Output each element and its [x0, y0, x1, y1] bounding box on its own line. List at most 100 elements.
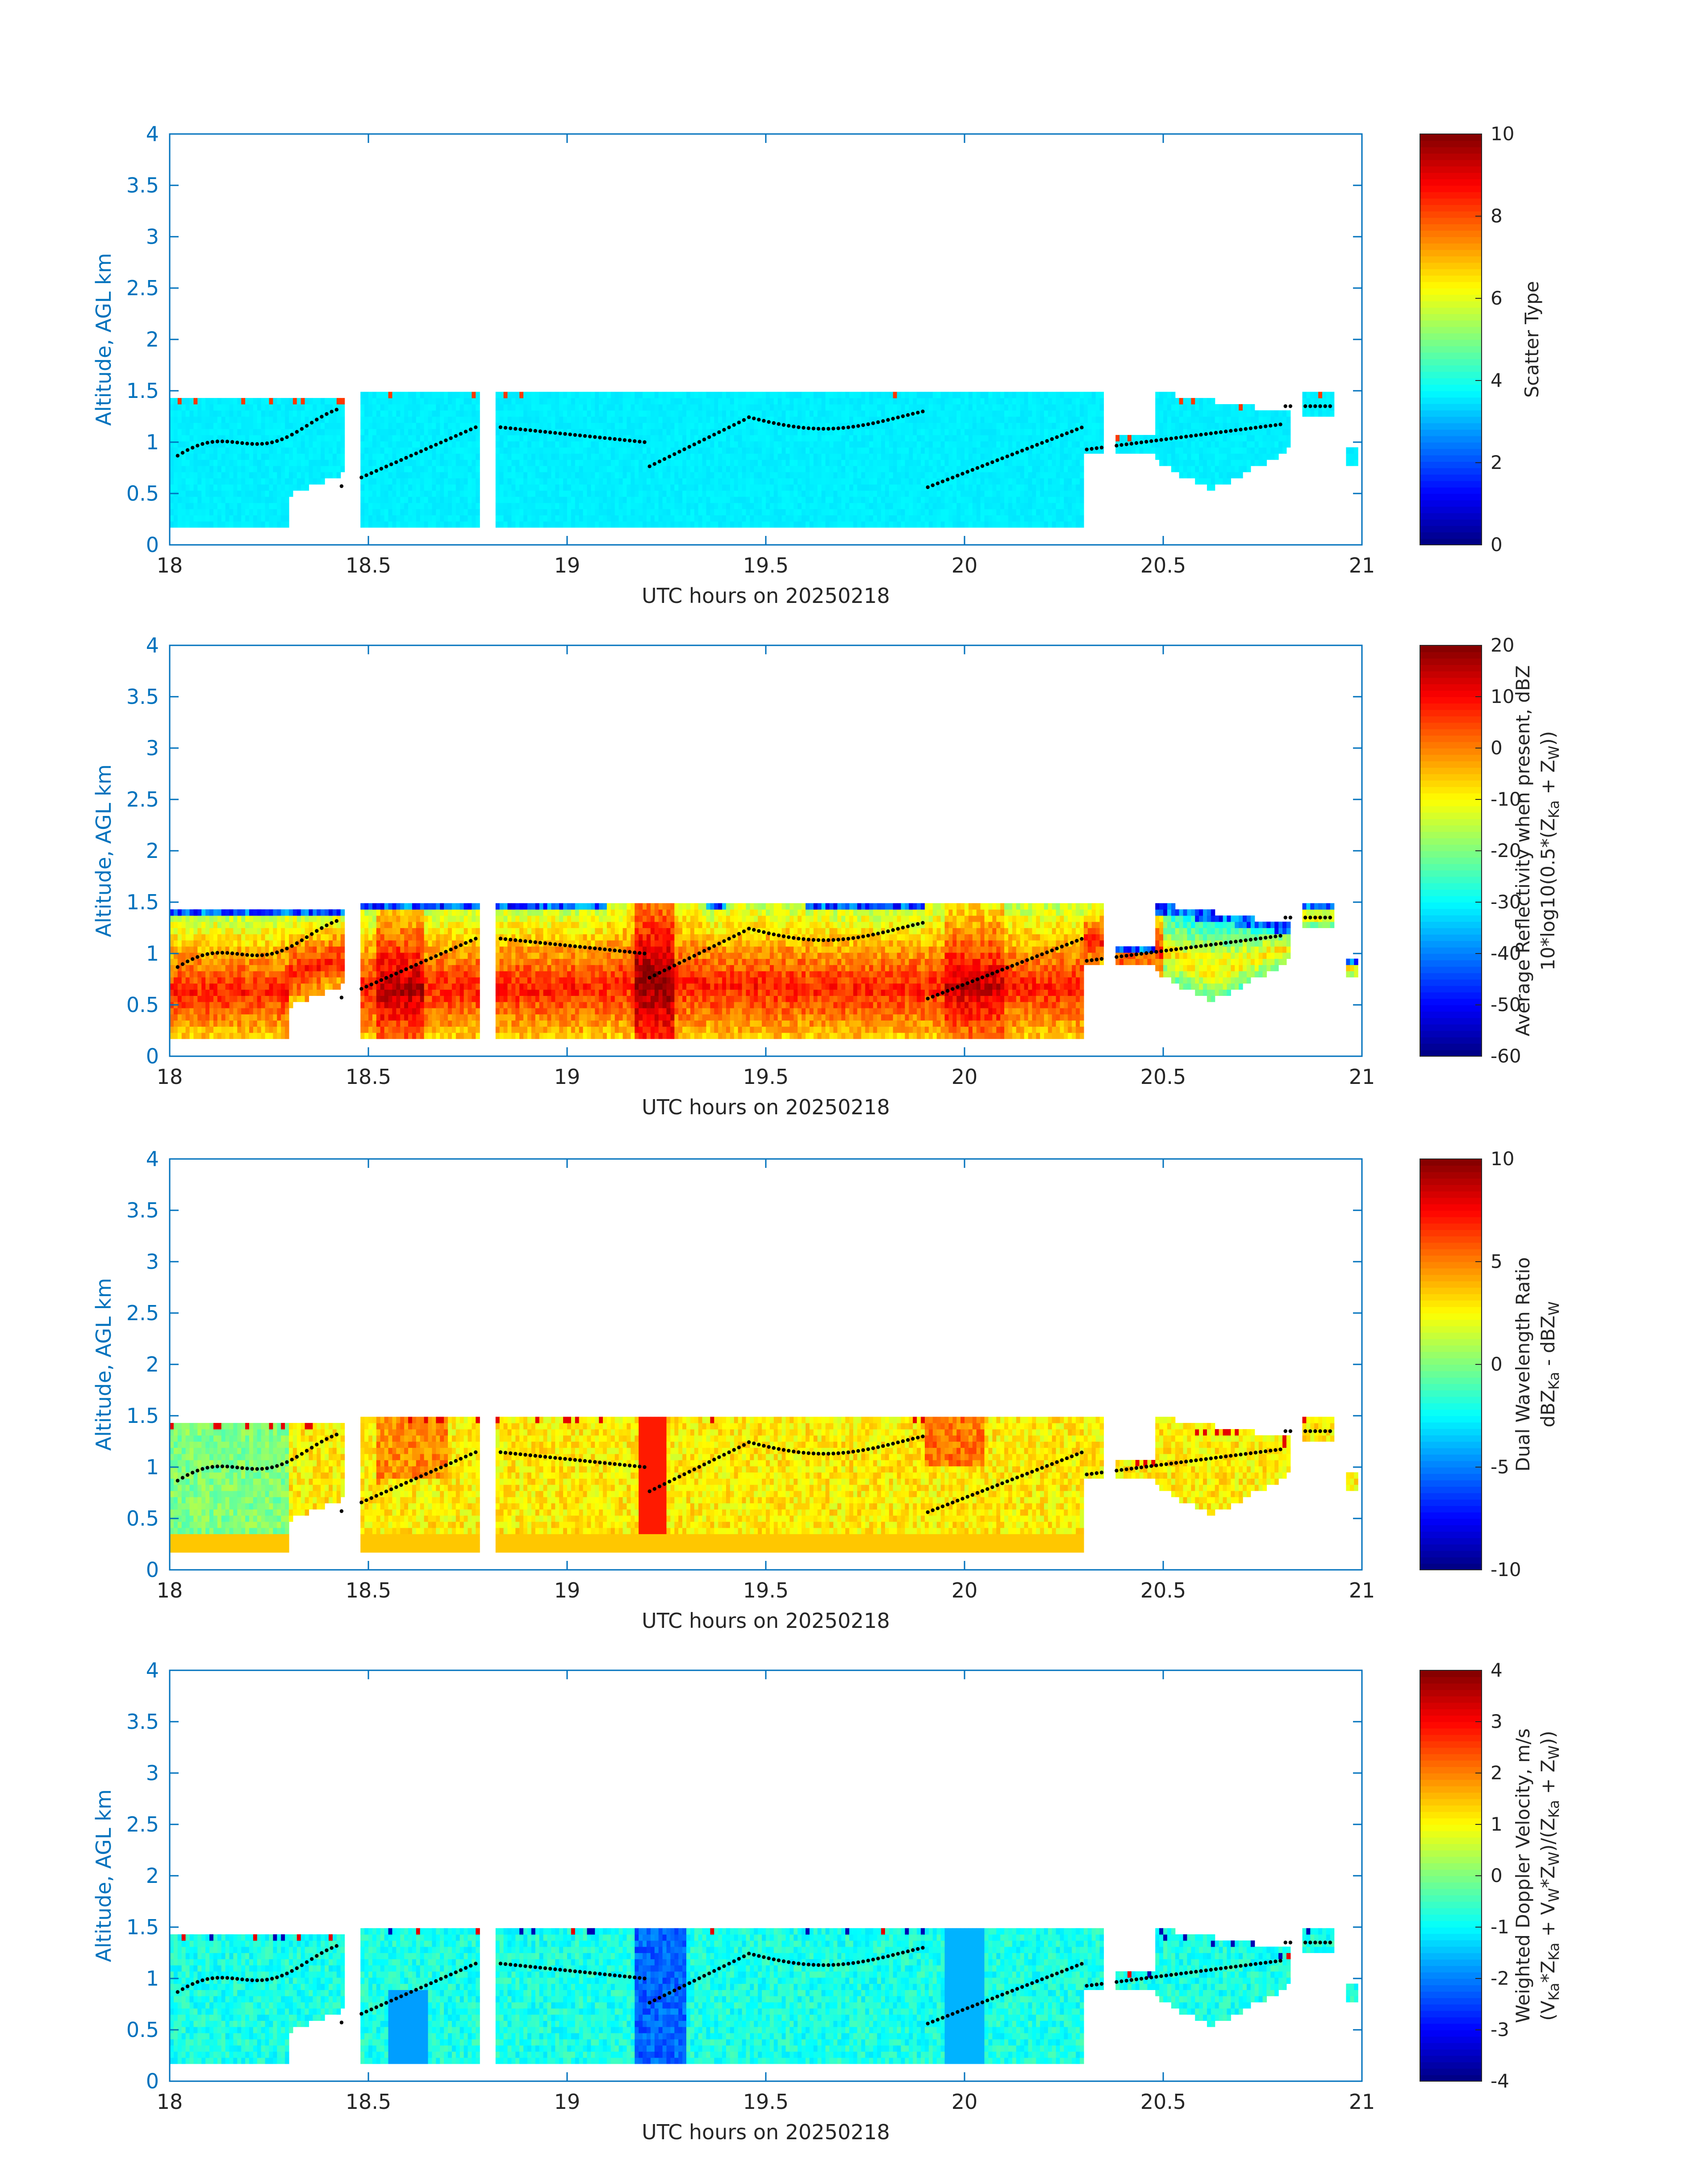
heatmap-cell	[257, 509, 262, 515]
heatmap-cell	[785, 447, 790, 454]
heatmap-cell	[618, 416, 623, 423]
heatmap-cell	[436, 472, 440, 479]
heatmap-cell	[1191, 447, 1195, 454]
heatmap-cell	[575, 484, 580, 491]
heatmap-cell	[686, 422, 691, 429]
heatmap-cell	[885, 398, 889, 405]
heatmap-cell	[865, 472, 869, 479]
heatmap-cell	[420, 416, 425, 423]
heatmap-cell	[1020, 472, 1025, 479]
heatmap-cell	[925, 447, 929, 454]
heatmap-cell	[1147, 441, 1152, 448]
heatmap-cell	[591, 490, 595, 497]
heatmap-cell	[245, 410, 250, 417]
heatmap-cell	[936, 521, 941, 528]
heatmap-cell	[301, 410, 305, 417]
heatmap-cell	[408, 422, 413, 429]
heatmap-cell	[750, 453, 754, 460]
heatmap-cell	[670, 521, 675, 528]
heatmap-cell	[853, 441, 858, 448]
heatmap-cell	[455, 453, 460, 460]
heatmap-cell	[189, 422, 194, 429]
heatmap-cell	[1032, 441, 1036, 448]
heatmap-cell	[798, 472, 802, 479]
heatmap-cell	[678, 398, 683, 405]
heatmap-cell	[424, 490, 429, 497]
heatmap-cell	[563, 502, 568, 510]
heatmap-cell	[865, 453, 869, 460]
heatmap-cell	[201, 521, 206, 528]
heatmap-cell	[468, 465, 472, 473]
heatmap-cell	[877, 453, 881, 460]
heatmap-cell	[217, 472, 222, 479]
heatmap-cell	[575, 398, 580, 405]
heatmap-cell	[1024, 502, 1028, 510]
heatmap-cell	[622, 392, 627, 398]
heatmap-cell	[392, 435, 397, 442]
heatmap-cell	[647, 392, 651, 398]
heatmap-cell	[440, 478, 444, 485]
heatmap-cell	[567, 502, 572, 510]
heatmap-cell	[1076, 453, 1080, 460]
heatmap-cell	[185, 460, 190, 466]
heatmap-cell	[777, 441, 782, 448]
heatmap-cell	[408, 465, 413, 473]
heatmap-cell	[336, 429, 341, 435]
heatmap-cell	[583, 404, 588, 411]
heatmap-cell	[527, 465, 532, 473]
heatmap-cell	[535, 460, 540, 466]
heatmap-cell	[1143, 441, 1148, 448]
heatmap-cell	[654, 515, 659, 522]
heatmap-cell	[340, 460, 345, 466]
heatmap-cell	[459, 496, 464, 503]
heatmap-cell	[464, 515, 468, 522]
heatmap-cell	[181, 484, 186, 491]
heatmap-cell	[1167, 398, 1172, 405]
heatmap-cell	[1080, 502, 1084, 510]
heatmap-cell	[285, 496, 289, 503]
heatmap-cell	[503, 398, 508, 405]
heatmap-cell	[825, 404, 830, 411]
heatmap-cell	[1076, 496, 1080, 503]
heatmap-cell	[829, 429, 834, 435]
heatmap-cell	[507, 472, 512, 479]
heatmap-cell	[197, 502, 202, 510]
heatmap-cell	[495, 416, 500, 423]
heatmap-cell	[285, 453, 289, 460]
heatmap-cell	[769, 478, 774, 485]
heatmap-cell	[722, 441, 727, 448]
heatmap-cell	[404, 502, 409, 510]
heatmap-cell	[639, 484, 643, 491]
heatmap-cell	[233, 490, 238, 497]
heatmap-cell	[857, 509, 862, 515]
heatmap-cell	[440, 496, 444, 503]
heatmap-cell	[932, 509, 937, 515]
heatmap-cell	[750, 447, 754, 454]
heatmap-cell	[996, 435, 1001, 442]
heatmap-cell	[631, 392, 635, 398]
heatmap-cell	[201, 490, 206, 497]
heatmap-cell	[754, 453, 758, 460]
heatmap-cell	[885, 478, 889, 485]
heatmap-cell	[273, 509, 277, 515]
heatmap-cell	[217, 496, 222, 503]
heatmap-cell	[595, 515, 599, 522]
heatmap-cell	[670, 429, 675, 435]
heatmap-cell	[535, 447, 540, 454]
heatmap-cell	[595, 490, 599, 497]
heatmap-cell	[432, 521, 436, 528]
heatmap-cell	[662, 429, 667, 435]
heatmap-cell	[364, 435, 369, 442]
heatmap-cell	[575, 422, 580, 429]
heatmap-cell	[408, 515, 413, 522]
heatmap-cell	[209, 404, 214, 411]
heatmap-cell	[177, 429, 182, 435]
heatmap-cell	[587, 515, 591, 522]
heatmap-cell	[750, 465, 754, 473]
heatmap-cell	[1028, 435, 1032, 442]
heatmap-cell	[905, 404, 909, 411]
heatmap-cell	[257, 496, 262, 503]
heatmap-cell	[734, 447, 739, 454]
heatmap-cell	[543, 398, 548, 405]
heatmap-cell	[841, 490, 846, 497]
